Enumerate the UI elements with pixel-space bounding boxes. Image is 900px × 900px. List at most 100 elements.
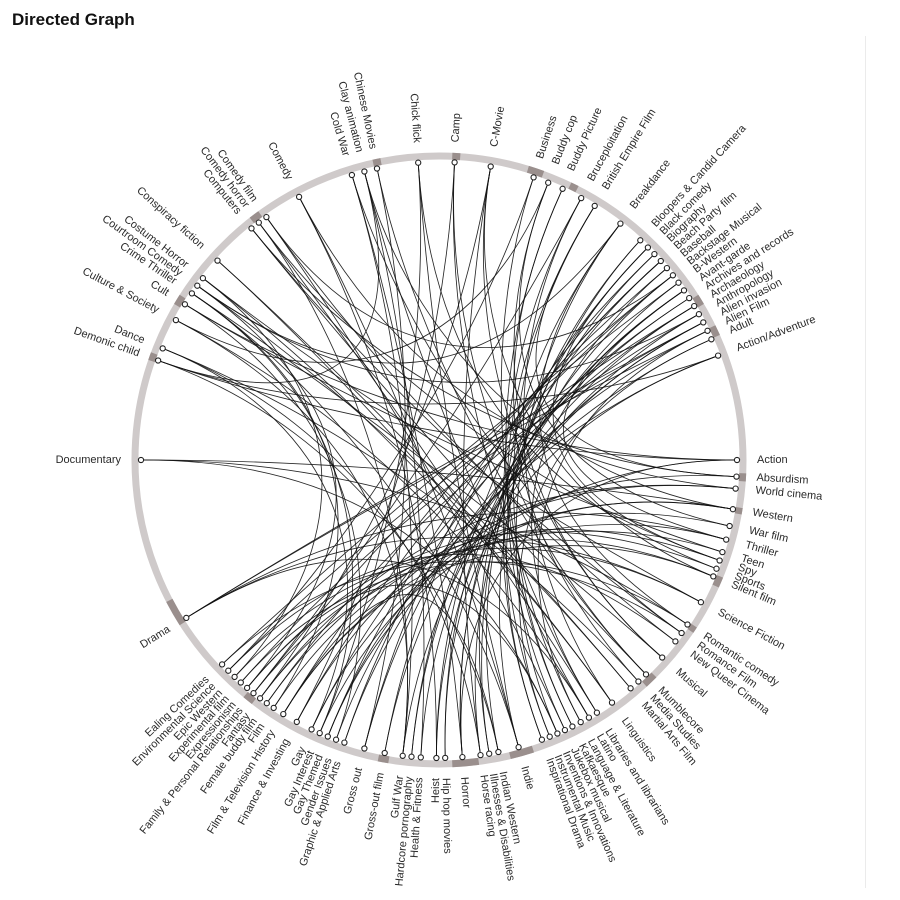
node-marker[interactable] — [399, 752, 406, 759]
node-marker[interactable] — [591, 202, 598, 210]
node-marker[interactable] — [417, 754, 424, 761]
node-label[interactable]: Gulf War — [389, 775, 406, 819]
node-marker[interactable] — [538, 736, 546, 743]
node-marker[interactable] — [559, 185, 566, 192]
node-marker[interactable] — [672, 638, 679, 645]
node-marker[interactable] — [680, 287, 688, 294]
node-marker[interactable] — [515, 744, 522, 751]
node-marker[interactable] — [270, 704, 277, 712]
node-label[interactable]: C-Movie — [488, 105, 507, 147]
node-marker[interactable] — [295, 193, 303, 201]
node-marker[interactable] — [675, 279, 682, 286]
node-label[interactable]: World cinema — [755, 484, 824, 502]
node-marker[interactable] — [642, 671, 650, 678]
node-marker[interactable] — [442, 754, 449, 762]
node-marker[interactable] — [608, 699, 616, 706]
node-marker[interactable] — [183, 614, 190, 622]
node-marker[interactable] — [361, 168, 368, 175]
node-marker[interactable] — [678, 629, 685, 637]
node-marker[interactable] — [729, 506, 737, 513]
node-marker[interactable] — [561, 726, 569, 734]
node-marker[interactable] — [381, 749, 388, 757]
node-marker[interactable] — [684, 621, 691, 628]
node-marker[interactable] — [316, 729, 323, 737]
node-label[interactable]: Documentary — [56, 454, 122, 466]
node-marker[interactable] — [691, 302, 698, 310]
node-label[interactable]: Western — [752, 506, 794, 525]
node-marker[interactable] — [710, 573, 717, 580]
node-marker[interactable] — [248, 225, 255, 232]
node-marker[interactable] — [733, 473, 740, 480]
node-marker[interactable] — [700, 319, 707, 326]
node-marker[interactable] — [686, 294, 693, 302]
node-marker[interactable] — [159, 345, 166, 352]
node-marker[interactable] — [172, 316, 180, 324]
node-marker[interactable] — [713, 565, 720, 572]
node-marker[interactable] — [341, 739, 348, 746]
node-marker[interactable] — [635, 678, 642, 685]
node-marker[interactable] — [657, 257, 664, 265]
node-marker[interactable] — [181, 301, 189, 308]
node-marker[interactable] — [451, 159, 458, 166]
node-marker[interactable] — [704, 327, 711, 334]
node-marker[interactable] — [593, 709, 601, 716]
node-marker[interactable] — [637, 237, 644, 244]
node-marker[interactable] — [194, 282, 201, 289]
node-marker[interactable] — [644, 244, 652, 251]
node-marker[interactable] — [487, 163, 494, 170]
node-label[interactable]: Horror — [458, 777, 472, 809]
node-marker[interactable] — [214, 257, 221, 264]
node-marker[interactable] — [716, 557, 723, 564]
node-marker[interactable] — [408, 753, 415, 760]
node-marker[interactable] — [231, 673, 238, 681]
node-marker[interactable] — [723, 536, 730, 543]
node-marker[interactable] — [199, 275, 207, 282]
node-marker[interactable] — [546, 733, 553, 740]
node-marker[interactable] — [697, 599, 705, 606]
node-marker[interactable] — [719, 548, 726, 556]
node-marker[interactable] — [293, 718, 300, 726]
node-marker[interactable] — [651, 250, 658, 258]
node-label[interactable]: Action — [757, 454, 788, 466]
node-marker[interactable] — [433, 754, 440, 762]
node-marker[interactable] — [348, 171, 356, 179]
node-label[interactable]: Heist — [430, 778, 442, 803]
node-marker[interactable] — [373, 165, 381, 172]
node-marker[interactable] — [733, 456, 741, 464]
node-marker[interactable] — [237, 679, 244, 686]
node-marker[interactable] — [669, 272, 677, 279]
node-marker[interactable] — [256, 695, 264, 702]
node-label[interactable]: Gross out — [342, 766, 366, 815]
node-marker[interactable] — [569, 723, 576, 730]
node-label[interactable]: Hip hop movies — [440, 778, 454, 855]
node-marker[interactable] — [332, 736, 340, 743]
node-marker[interactable] — [708, 336, 715, 343]
node-marker[interactable] — [486, 750, 493, 757]
node-marker[interactable] — [218, 661, 226, 668]
node-label[interactable]: Drama — [138, 623, 173, 651]
node-label[interactable]: Musical — [673, 666, 709, 700]
node-marker[interactable] — [154, 357, 162, 364]
node-marker[interactable] — [250, 690, 257, 697]
node-marker[interactable] — [188, 290, 196, 297]
node-label[interactable]: Chick flick — [407, 93, 422, 144]
node-marker[interactable] — [732, 485, 739, 492]
node-marker[interactable] — [415, 159, 422, 166]
node-marker[interactable] — [617, 220, 624, 227]
node-marker[interactable] — [495, 748, 502, 756]
node-marker[interactable] — [255, 219, 262, 226]
node-label[interactable]: Health & Fitness — [409, 777, 426, 859]
node-marker[interactable] — [714, 352, 722, 359]
node-marker[interactable] — [585, 714, 593, 721]
node-marker[interactable] — [663, 264, 671, 272]
node-marker[interactable] — [545, 179, 552, 186]
node-label[interactable]: Indie — [518, 765, 536, 791]
node-marker[interactable] — [577, 718, 584, 726]
node-marker[interactable] — [726, 522, 733, 530]
node-marker[interactable] — [627, 685, 634, 692]
node-label[interactable]: Absurdism — [756, 472, 809, 487]
node-marker[interactable] — [459, 753, 466, 761]
node-marker[interactable] — [137, 456, 145, 464]
node-marker[interactable] — [361, 745, 368, 752]
node-marker[interactable] — [263, 700, 270, 707]
